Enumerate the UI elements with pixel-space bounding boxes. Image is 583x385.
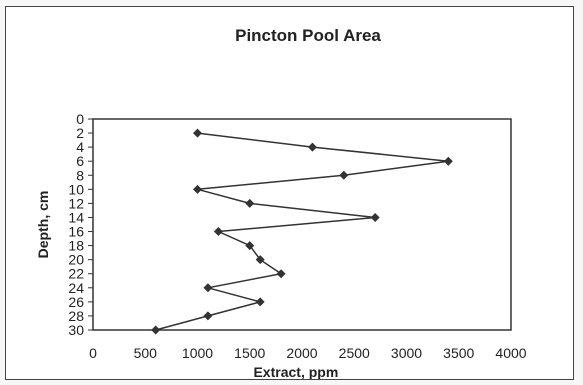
y-tick-label: 26 — [68, 294, 84, 310]
y-tick-label: 10 — [68, 181, 84, 197]
data-point — [193, 128, 202, 138]
data-point — [203, 311, 213, 321]
data-point — [213, 227, 223, 237]
y-tick-label: 30 — [68, 322, 84, 338]
data-point — [339, 170, 349, 180]
chart-frame: Pincton Pool Area 0 2 4 6 8 10 12 14 16 18 20 22 24 2… — [5, 6, 574, 380]
y-tick-label: 28 — [68, 308, 84, 324]
x-tick-label: 0 — [89, 345, 97, 361]
series-markers — [151, 128, 453, 335]
x-tick-label: 3000 — [391, 345, 422, 361]
data-point — [370, 212, 380, 222]
data-point — [443, 156, 453, 166]
y-tick-label: 22 — [68, 266, 84, 282]
data-point — [255, 297, 265, 307]
data-point — [245, 241, 255, 251]
y-tick-label: 6 — [76, 153, 84, 169]
y-tick-label: 18 — [68, 238, 84, 254]
y-tick-label: 24 — [68, 280, 84, 296]
y-axis-label: Depth, cm — [35, 191, 51, 259]
y-tick-label: 4 — [76, 139, 84, 155]
y-tick-label: 12 — [68, 195, 84, 211]
data-point — [193, 184, 202, 194]
x-tick-label: 2000 — [286, 345, 317, 361]
x-axis-ticks: 0 500 1000 1500 2000 2500 3000 3500 4000 — [89, 345, 527, 361]
data-point — [245, 198, 255, 208]
x-tick-label: 1000 — [182, 345, 213, 361]
y-tick-label: 8 — [76, 167, 84, 183]
data-point — [255, 255, 265, 265]
x-tick-label: 4000 — [495, 345, 526, 361]
series-line — [155, 132, 449, 331]
y-tick-label: 14 — [68, 209, 84, 225]
chart-title: Pincton Pool Area — [235, 26, 381, 45]
y-tick-label: 20 — [68, 252, 84, 268]
y-tick-label: 0 — [76, 111, 84, 127]
y-tick-label: 2 — [76, 125, 84, 141]
data-point — [203, 283, 213, 293]
y-tick-label: 16 — [68, 224, 84, 240]
x-tick-label: 2500 — [339, 345, 370, 361]
plot-area — [92, 118, 512, 331]
x-tick-label: 500 — [134, 345, 158, 361]
x-tick-label: 1500 — [234, 345, 265, 361]
data-point — [276, 269, 286, 279]
data-point — [307, 142, 317, 152]
x-axis-label: Extract, ppm — [253, 364, 338, 379]
x-tick-label: 3500 — [443, 345, 474, 361]
chart-svg: Pincton Pool Area 0246810121416182022242… — [35, 26, 527, 379]
data-point — [151, 325, 161, 335]
